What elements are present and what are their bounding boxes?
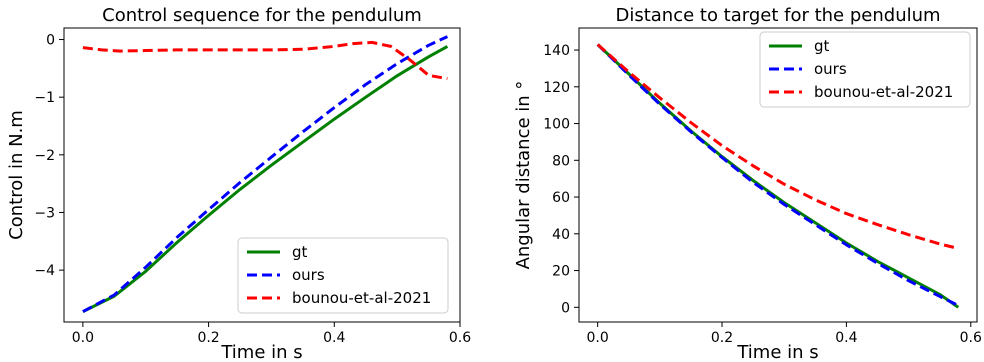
x-tick-label: 0.4 [835, 330, 857, 346]
y-axis-label: Angular distance in ° [513, 81, 534, 270]
y-tick-label: 0 [561, 300, 570, 316]
x-tick-label: 0.2 [197, 330, 219, 346]
series-line-ours [82, 35, 449, 313]
y-tick-label: −2 [34, 148, 55, 164]
chart-title: Distance to target for the pendulum [615, 5, 940, 26]
chart-1: Control sequence for the pendulum 0.0 0.2 0… [6, 5, 471, 362]
y-axis-label: Control in N.m [6, 110, 27, 240]
legend-label-ours: ours [814, 60, 847, 78]
x-axis-label: Time in s [220, 342, 302, 362]
legend: gt ours bounou-et-al-2021 [237, 237, 449, 314]
legend-label-bounou-et-al-2021: bounou-et-al-2021 [292, 289, 431, 307]
y-tick-label: 40 [552, 227, 570, 243]
x-tick-label: 0.4 [323, 330, 345, 346]
y-tick-label: 100 [543, 117, 570, 133]
y-tick-label: 140 [543, 43, 570, 59]
series-line-ours [596, 43, 959, 307]
legend-box [237, 237, 449, 314]
x-tick-label: 0.0 [587, 330, 609, 346]
x-tick-label: 0.0 [72, 330, 94, 346]
x-axis-label: Time in s [736, 342, 818, 362]
legend-box [759, 31, 971, 108]
legend-label-ours: ours [292, 266, 325, 284]
plot-frame [63, 27, 461, 323]
y-tick-label: 20 [552, 264, 570, 280]
legend: gt ours bounou-et-al-2021 [759, 31, 971, 108]
series-line-bounou-et-al-2021 [82, 40, 448, 81]
legend-label-bounou-et-al-2021: bounou-et-al-2021 [814, 83, 953, 101]
y-tick-label: −3 [34, 205, 55, 221]
y-tick-label: −1 [34, 90, 55, 106]
x-tick-label: 0.6 [960, 330, 982, 346]
y-tick-label: 80 [552, 153, 570, 169]
y-tick-label: 60 [552, 190, 570, 206]
series-line-gt [82, 45, 449, 313]
chart-2: Distance to target for the pendulum 0.0 0.… [513, 5, 982, 362]
x-tick-label: 0.2 [711, 330, 733, 346]
y-tick-label: 120 [543, 80, 570, 96]
y-tick-label: −4 [34, 263, 55, 279]
chart-title: Control sequence for the pendulum [102, 5, 422, 26]
y-tick-label: 0 [46, 33, 55, 49]
x-tick-label: 0.6 [449, 330, 471, 346]
legend-label-gt: gt [292, 243, 308, 261]
plot-frame [578, 27, 978, 323]
series-line-bounou-et-al-2021 [596, 43, 959, 250]
legend-label-gt: gt [814, 37, 830, 55]
